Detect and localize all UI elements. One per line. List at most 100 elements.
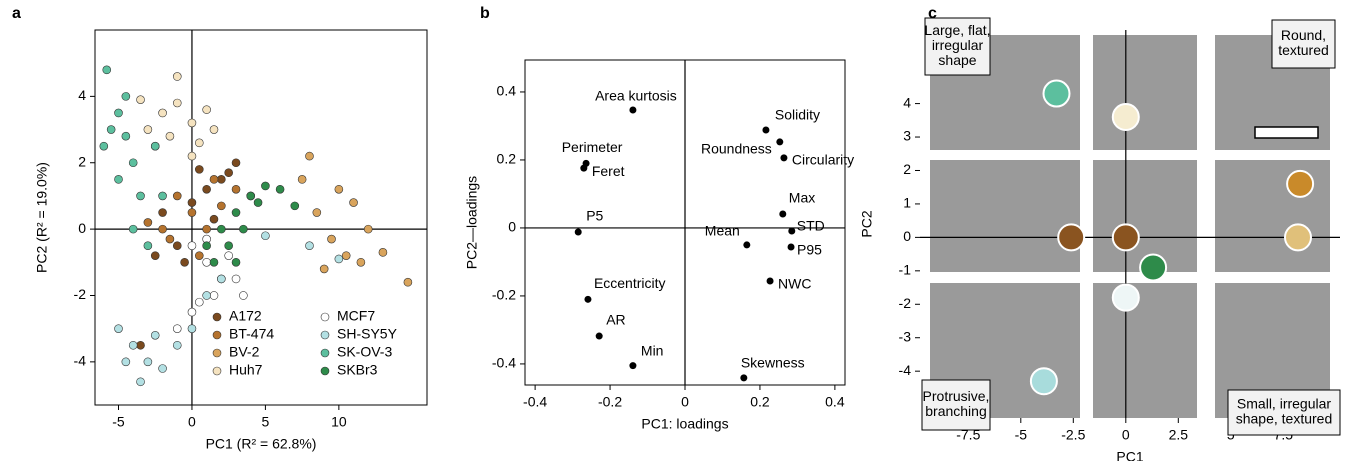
cell-point: [209, 214, 219, 224]
cell-point: [202, 184, 211, 194]
cell-point: [231, 158, 241, 168]
cell-point: [217, 201, 226, 211]
cell-marker: [1042, 79, 1071, 108]
panel-letter: b: [480, 5, 490, 22]
cell-point: [187, 241, 197, 251]
cell-point: [136, 340, 145, 350]
loading-point: [595, 332, 603, 340]
cell-point: [195, 297, 204, 307]
y-tick-label: 2: [903, 161, 911, 177]
cell-point: [187, 198, 197, 207]
loading-point: [776, 138, 784, 146]
cell-point: [106, 125, 116, 134]
loading-point: [629, 362, 637, 370]
cell-marker: [1057, 223, 1086, 252]
legend-label: A172: [229, 308, 262, 324]
point-label: Mean: [705, 223, 740, 239]
legend-label: SH-SY5Y: [337, 326, 398, 342]
legend-label: Huh7: [229, 362, 263, 378]
point-label: P95: [797, 242, 822, 258]
cell-point: [143, 218, 153, 227]
point-label: Eccentricity: [594, 275, 666, 291]
cell-point: [202, 105, 211, 114]
cell-point: [187, 324, 197, 333]
loading-point: [574, 228, 582, 236]
point-label: P5: [586, 208, 603, 224]
cell-point: [172, 241, 182, 251]
cell-point: [246, 191, 256, 201]
cell-point: [217, 274, 226, 284]
cell-point: [202, 258, 211, 267]
x-tick-label: 2.5: [1169, 427, 1189, 443]
y-tick-label: 0: [508, 219, 516, 235]
x-tick-label: -5: [112, 414, 125, 430]
image-tile: [1093, 283, 1197, 418]
cell-point: [378, 248, 388, 257]
x-tick-label: -0.2: [598, 394, 622, 410]
cell-point: [158, 191, 167, 201]
cell-point: [305, 151, 314, 161]
cell-point: [356, 258, 366, 267]
annotation-text: Round,: [1281, 27, 1326, 43]
x-axis-label: PC1 (R² = 62.8%): [206, 436, 317, 452]
cell-point: [158, 224, 167, 234]
image-tile: [1093, 35, 1197, 150]
x-tick-label: 5: [262, 414, 270, 430]
y-tick-label: -3: [899, 328, 912, 344]
cell-point: [121, 357, 131, 367]
cell-point: [172, 324, 182, 333]
loading-point: [743, 241, 751, 249]
legend-marker: [212, 312, 222, 322]
image-tile: [1093, 160, 1197, 272]
x-tick-label: -2.5: [1061, 427, 1085, 443]
legend-label: BT-474: [229, 326, 274, 342]
legend-marker: [320, 330, 330, 340]
x-tick-label: -0.4: [523, 394, 547, 410]
annotation-box: [924, 17, 991, 76]
cell-point: [195, 165, 204, 174]
y-tick-label: -4: [74, 353, 87, 369]
cell-point: [172, 72, 182, 81]
cell-point: [334, 254, 344, 264]
cell-point: [224, 251, 233, 260]
point-label: Circularity: [792, 152, 854, 168]
cell-point: [253, 198, 263, 207]
cell-point: [231, 184, 241, 194]
cell-point: [334, 184, 344, 194]
legend-label: MCF7: [337, 308, 375, 324]
cell-marker: [1139, 253, 1168, 282]
loading-point: [584, 295, 592, 303]
y-tick-label: -0.4: [492, 355, 516, 371]
cell-marker: [1111, 223, 1140, 252]
y-tick-label: 4: [78, 87, 86, 103]
y-tick-label: 0: [78, 220, 86, 236]
cell-point: [312, 208, 322, 217]
loading-point: [629, 106, 637, 114]
cell-marker: [1284, 223, 1312, 252]
legend-marker: [320, 366, 330, 376]
cell-point: [290, 201, 300, 211]
x-tick-label: -7.5: [956, 427, 980, 443]
annotation-text: Small, irregular: [1237, 396, 1331, 412]
loading-point: [787, 243, 795, 251]
legend-marker: [212, 348, 222, 358]
x-tick-label: 0.2: [750, 394, 770, 410]
cell-point: [187, 208, 197, 217]
panel-letter: c: [928, 5, 937, 22]
legend-marker: [320, 348, 330, 358]
cell-point: [217, 175, 226, 184]
cell-point: [209, 125, 219, 134]
legend-label: BV-2: [229, 344, 260, 360]
cell-point: [143, 125, 153, 134]
loading-point: [779, 210, 787, 218]
panel-letter: a: [12, 5, 21, 22]
cell-point: [143, 241, 153, 251]
image-tile: [930, 160, 1080, 272]
point-label: Perimeter: [562, 139, 623, 155]
point-label: Roundness: [701, 141, 772, 157]
y-tick-label: -0.2: [492, 287, 516, 303]
cell-point: [158, 208, 167, 217]
y-tick-label: 0.2: [497, 151, 517, 167]
cell-point: [150, 141, 160, 151]
